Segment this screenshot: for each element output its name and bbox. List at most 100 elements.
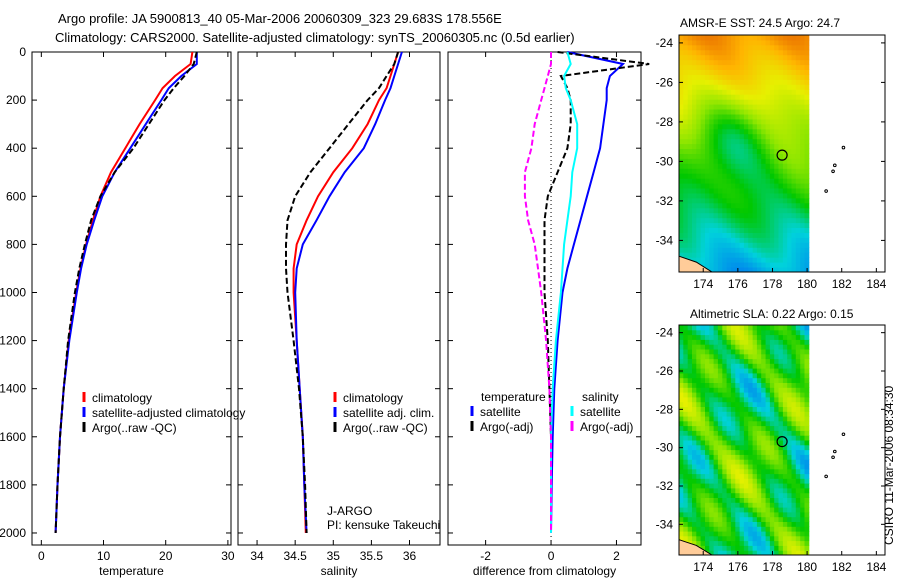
map-cell — [722, 173, 728, 179]
map-cell — [735, 222, 741, 228]
map-cell — [696, 392, 702, 398]
map-cell — [713, 212, 719, 219]
map-cell — [782, 325, 788, 331]
map-cell — [795, 349, 801, 355]
map-cell — [756, 511, 762, 518]
map-cell — [791, 138, 797, 145]
map-cell — [752, 227, 758, 233]
map-cell — [709, 114, 715, 120]
map-cell — [756, 74, 762, 80]
map-cell — [800, 197, 805, 204]
map-cell — [748, 531, 753, 537]
map-cell — [722, 377, 728, 383]
map-cell — [795, 478, 801, 484]
map-cell — [782, 109, 788, 115]
map-cell — [683, 396, 689, 403]
map-cell — [778, 387, 784, 393]
map-cell — [787, 173, 792, 179]
map-cell — [709, 497, 715, 503]
map-cell — [692, 502, 697, 508]
map-cell — [761, 118, 766, 125]
map-cell — [774, 133, 779, 140]
diff-xlabel: difference from climatology — [473, 564, 616, 578]
map-cell — [696, 54, 702, 61]
map-cell — [791, 242, 797, 248]
map-cell — [748, 193, 753, 199]
map-cell — [769, 153, 775, 159]
map-cell — [782, 487, 788, 494]
map-cell — [800, 349, 805, 355]
map-cell — [774, 339, 779, 345]
map-cell — [687, 516, 693, 522]
map-cell — [795, 173, 801, 179]
map-cell — [705, 425, 710, 431]
map-cell — [696, 193, 702, 199]
map-cell — [713, 69, 719, 75]
map-cell — [730, 487, 736, 494]
map-cell — [791, 526, 797, 532]
map-cell — [679, 227, 684, 233]
map-cell — [679, 89, 684, 95]
map-cell — [700, 401, 706, 407]
map-cell — [800, 334, 805, 340]
map-cell — [735, 516, 741, 522]
map-cell — [739, 540, 745, 546]
map-cell — [778, 94, 784, 100]
map-cell — [683, 163, 689, 169]
map-cell — [756, 153, 762, 159]
map-cell — [717, 459, 723, 465]
map-cell — [722, 212, 728, 219]
map-cell — [748, 138, 753, 145]
map-cell — [774, 416, 779, 422]
map-cell — [713, 79, 719, 85]
map-cell — [705, 531, 710, 537]
map-cell — [735, 416, 741, 422]
sal-legend-label: climatology — [343, 391, 403, 405]
map-cell — [748, 173, 753, 179]
map-cell — [795, 133, 801, 140]
map-cell — [687, 435, 693, 441]
map-cell — [795, 158, 801, 164]
map-cell — [679, 133, 684, 140]
map-cell — [795, 197, 801, 204]
map-cell — [717, 473, 723, 479]
map-cell — [782, 237, 788, 243]
map-cell — [774, 109, 779, 115]
map-cell — [687, 222, 693, 228]
map-cell — [700, 143, 706, 149]
map-cell — [782, 363, 788, 369]
map-cell — [791, 74, 797, 80]
map-cell — [769, 84, 775, 90]
map-cell — [782, 118, 788, 125]
map-cell — [787, 440, 792, 446]
map-cell — [791, 550, 797, 556]
map-cell — [774, 349, 779, 355]
map-cell — [795, 473, 801, 479]
map-cell — [804, 396, 810, 403]
map-cell — [795, 202, 801, 209]
map-cell — [752, 49, 758, 56]
map-cell — [739, 329, 745, 336]
map-cell — [800, 104, 805, 110]
map-cell — [782, 183, 788, 189]
map-cell — [687, 396, 693, 403]
map-cell — [761, 207, 766, 214]
map-cell — [726, 358, 732, 364]
map-cell — [700, 183, 706, 189]
map-cell — [709, 502, 715, 508]
map-cell — [791, 334, 797, 340]
map-cell — [687, 521, 693, 527]
map-cell — [800, 430, 805, 436]
map-cell — [743, 535, 749, 542]
map-cell — [761, 334, 766, 340]
map-cell — [752, 449, 758, 455]
map-cell — [761, 497, 766, 503]
map-cell — [795, 118, 801, 125]
map-cell — [692, 483, 697, 489]
map-cell — [748, 483, 753, 489]
map-cell — [791, 454, 797, 460]
map-cell — [769, 227, 775, 233]
map-cell — [765, 54, 771, 61]
map-cell — [787, 411, 792, 417]
map-cell — [778, 483, 784, 489]
